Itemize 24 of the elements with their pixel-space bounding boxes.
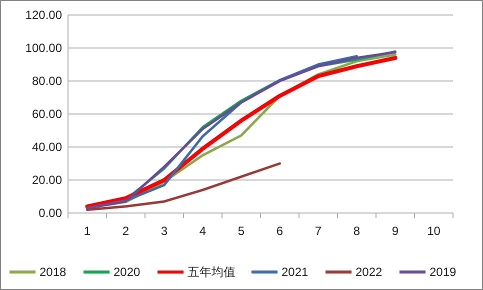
x-tick-label: 4: [199, 224, 206, 238]
y-tick-label: 120.00: [25, 8, 62, 22]
legend-label: 2020: [114, 265, 141, 280]
x-tick-label: 10: [427, 224, 441, 238]
x-tick-label: 1: [84, 224, 91, 238]
y-tick-label: 80.00: [32, 74, 62, 88]
x-tick-label: 3: [160, 224, 168, 238]
legend-label: 2022: [356, 265, 383, 280]
legend-label: 2021: [282, 265, 309, 280]
legend-label: 2019: [430, 265, 457, 280]
x-tick-label: 7: [314, 224, 322, 238]
y-tick-label: 40.00: [32, 140, 62, 154]
legend-label: 五年均值: [188, 265, 236, 280]
line-series: [86, 162, 281, 211]
legend-label: 2018: [40, 265, 67, 280]
x-tick-label: 2: [122, 224, 130, 238]
y-tick-label: 0.00: [38, 206, 62, 220]
y-tick-label: 20.00: [32, 173, 62, 188]
x-tick-label: 8: [353, 224, 360, 238]
x-tick-label: 9: [392, 224, 399, 238]
y-tick-label: 100.00: [25, 41, 62, 56]
x-tick-label: 5: [238, 224, 245, 238]
y-tick-label: 60.00: [32, 107, 62, 122]
x-tick-label: 6: [276, 224, 284, 238]
